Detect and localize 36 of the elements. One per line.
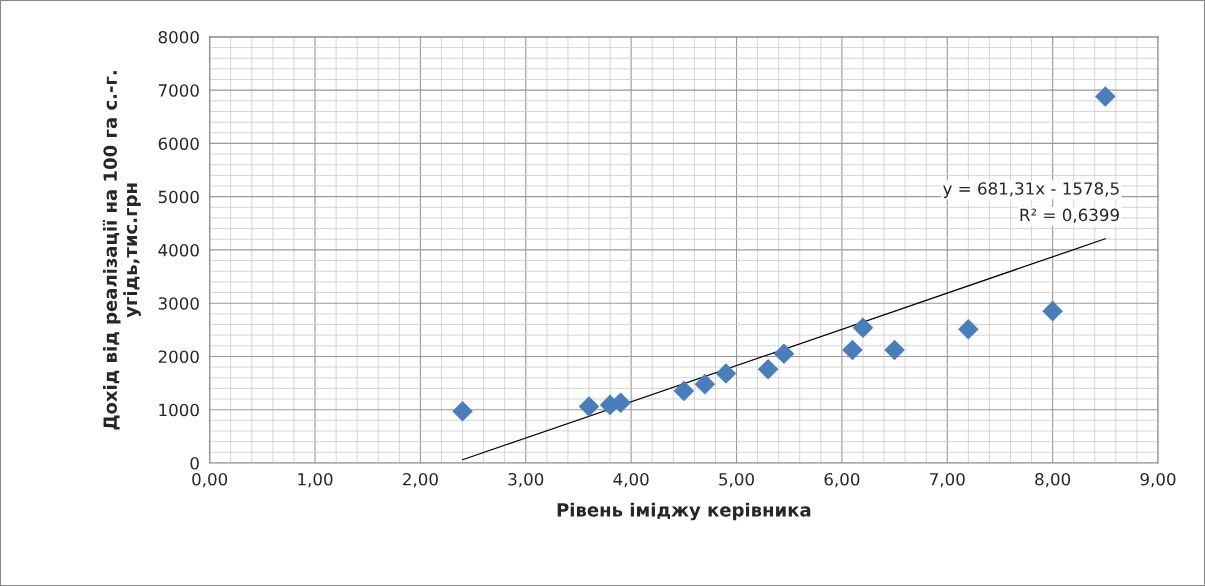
x-tick-label: 8,00 bbox=[1035, 472, 1071, 488]
y-tick-label: 0 bbox=[190, 456, 199, 470]
point bbox=[673, 380, 695, 402]
annotation: R² = 0,6399 bbox=[1020, 208, 1119, 223]
point bbox=[884, 339, 905, 361]
y-tick-label: 2000 bbox=[158, 350, 199, 363]
point bbox=[694, 373, 716, 395]
x-tick-label: 1,00 bbox=[298, 472, 333, 488]
y-tick-label: 4000 bbox=[158, 243, 199, 257]
x-tick-label: 4,00 bbox=[613, 472, 649, 488]
point bbox=[773, 343, 795, 365]
point bbox=[852, 317, 874, 338]
point bbox=[578, 396, 600, 417]
x-tick-label: 0,00 bbox=[192, 472, 228, 488]
point bbox=[1095, 86, 1116, 107]
y-axis-title: Дохід від реалізації на 100 га с.-г. угідь,тис.грн bbox=[102, 71, 141, 430]
point bbox=[715, 363, 737, 384]
y-tick-label: 6000 bbox=[158, 137, 199, 150]
x-tick-label: 2,00 bbox=[403, 472, 438, 488]
point bbox=[757, 358, 779, 380]
y-tick-label: 7000 bbox=[158, 84, 199, 97]
x-tick-label: 7,00 bbox=[930, 472, 965, 488]
annotation: y = 681,31x - 1578,5 bbox=[943, 182, 1119, 199]
x-tick-label: 3,00 bbox=[508, 472, 544, 488]
point bbox=[1042, 300, 1063, 322]
x-tick-label: 5,00 bbox=[719, 472, 754, 488]
y-tick-label: 1000 bbox=[159, 403, 199, 417]
point bbox=[452, 400, 473, 422]
y-tick-label: 3000 bbox=[158, 297, 199, 310]
x-tick-label: 6,00 bbox=[824, 472, 860, 488]
x-axis-title: Рівень іміджу керівника bbox=[557, 502, 811, 521]
y-tick-label: 8000 bbox=[158, 30, 199, 44]
x-tick-label: 9,00 bbox=[1140, 472, 1176, 488]
point bbox=[842, 339, 863, 361]
y-tick-label: 5000 bbox=[158, 190, 199, 204]
point bbox=[958, 318, 979, 340]
